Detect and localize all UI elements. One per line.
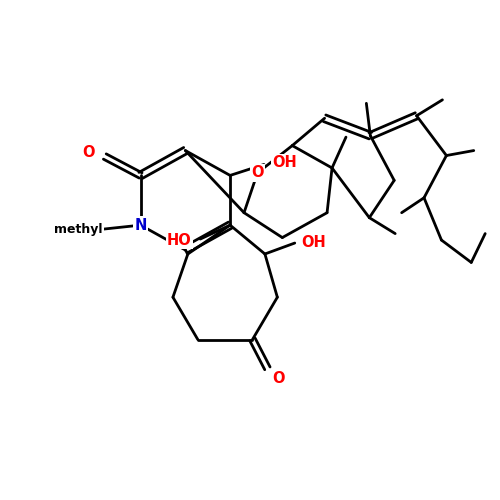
Text: OH: OH — [302, 234, 326, 250]
Text: N: N — [134, 218, 147, 232]
Text: O: O — [251, 166, 264, 180]
Text: O: O — [272, 371, 284, 386]
Text: HO: HO — [167, 232, 192, 248]
Text: O: O — [82, 145, 95, 160]
Text: OH: OH — [272, 155, 297, 170]
Text: methyl: methyl — [54, 222, 102, 235]
